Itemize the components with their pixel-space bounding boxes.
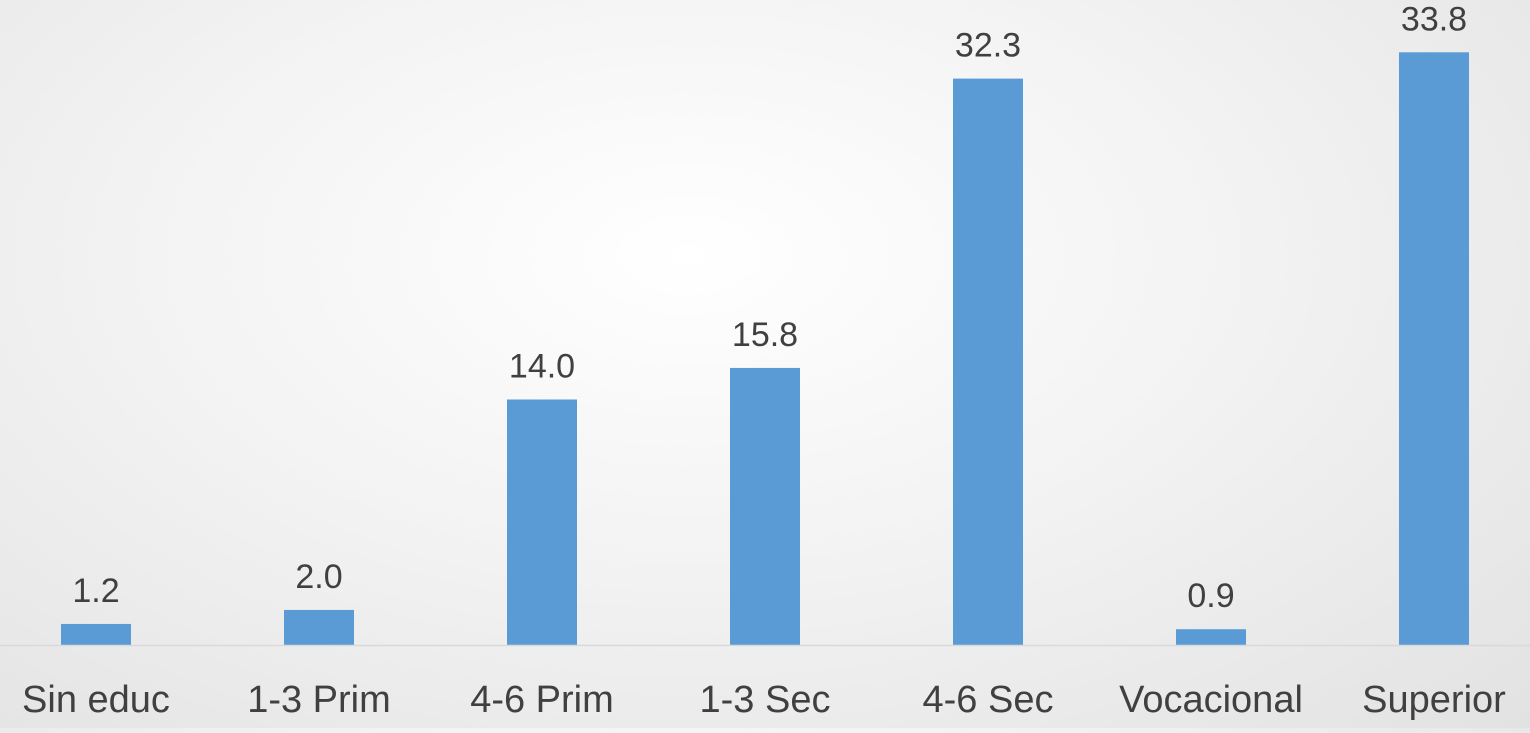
data-label-1: 2.0 (295, 558, 342, 596)
bar-6 (1399, 52, 1469, 645)
bar-0 (61, 623, 131, 645)
data-label-3: 15.8 (732, 316, 798, 354)
value-labels-layer: 1.2 2.0 14.0 15.8 32.3 0.9 33.8 (72, 0, 1467, 615)
bar-4 (953, 78, 1023, 645)
category-labels-layer: Sin educ 1-3 Prim 4-6 Prim 1-3 Sec 4-6 Sec Vo… (22, 679, 1506, 721)
category-label-6: Superior (1362, 679, 1506, 721)
data-label-5: 0.9 (1187, 577, 1234, 615)
bar-5 (1176, 629, 1246, 645)
data-label-2: 14.0 (509, 347, 575, 385)
category-label-0: Sin educ (22, 679, 170, 721)
category-label-1: 1-3 Prim (247, 679, 391, 721)
data-label-6: 33.8 (1401, 0, 1467, 38)
bar-1 (284, 609, 354, 645)
category-label-5: Vocacional (1119, 679, 1303, 721)
category-label-3: 1-3 Sec (700, 679, 831, 721)
category-label-4: 4-6 Sec (923, 679, 1054, 721)
data-label-4: 32.3 (955, 27, 1021, 65)
bar-2 (507, 399, 577, 645)
bars-layer (61, 52, 1469, 645)
data-label-0: 1.2 (72, 572, 119, 610)
bar-3 (730, 367, 800, 645)
category-label-2: 4-6 Prim (470, 679, 614, 721)
